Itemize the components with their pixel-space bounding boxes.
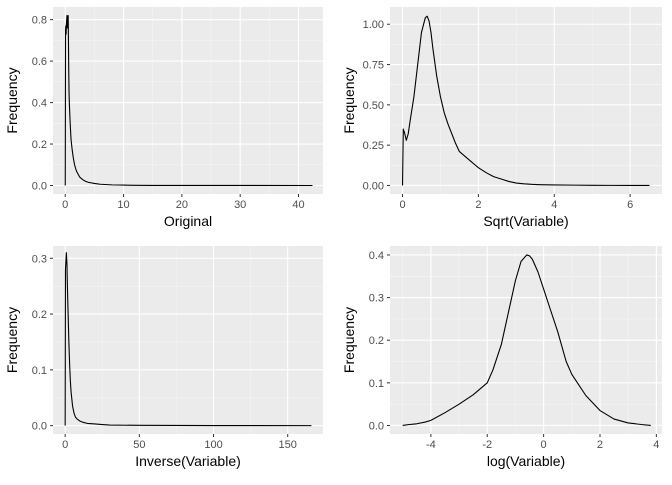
panel-background	[53, 246, 323, 434]
y-tick-label: 0.00	[363, 180, 384, 192]
x-tick-label: 50	[133, 439, 145, 451]
x-axis-title: Inverse(Variable)	[135, 453, 241, 469]
y-tick-label: 0.3	[369, 293, 384, 305]
y-axis-title: Frequency	[341, 67, 357, 133]
y-tick-label: 0.1	[369, 378, 384, 390]
x-tick-label: 150	[279, 439, 297, 451]
x-tick-label: 4	[653, 439, 659, 451]
x-tick-label: 0	[62, 439, 68, 451]
y-tick-label: 0.4	[32, 98, 47, 110]
density-line-1	[401, 15, 650, 187]
y-tick-label: 0.0	[32, 181, 47, 193]
x-tick-label: 6	[627, 199, 633, 211]
y-tick-label: 0.2	[369, 335, 384, 347]
panel-background	[390, 7, 662, 194]
panel-background	[53, 7, 323, 194]
x-tick-label: 100	[204, 439, 222, 451]
x-tick-label: -2	[482, 439, 492, 451]
y-axis-title: Frequency	[4, 67, 20, 133]
density-line-1	[402, 254, 651, 427]
x-tick-label: 2	[475, 199, 481, 211]
density-line-1	[64, 252, 312, 427]
x-axis-title: log(Variable)	[487, 453, 565, 469]
x-tick-label: 0	[62, 199, 68, 211]
y-tick-label: 0.0	[369, 420, 384, 432]
panel-3: 0 50 100 150 0.0 0.1 0.2 0.3 Inverse(Variable) Fr…	[4, 246, 323, 469]
x-tick-label: 20	[176, 199, 188, 211]
x-tick-label: 0	[541, 439, 547, 451]
panel-2: 0 2 4 6 0.00 0.25 0.50 0.75 1.00 Sqrt(Variable) Fr…	[341, 7, 662, 229]
x-tick-label: 0	[399, 199, 405, 211]
y-tick-label: 0.2	[32, 139, 47, 151]
density-line-1	[64, 14, 313, 187]
y-tick-label: 0.2	[32, 309, 47, 321]
x-axis-title: Original	[164, 213, 212, 229]
y-axis-title: Frequency	[341, 307, 357, 373]
y-tick-label: 0.6	[32, 56, 47, 68]
y-tick-label: 0.1	[32, 365, 47, 377]
x-tick-label: 4	[551, 199, 557, 211]
x-tick-label: 30	[234, 199, 246, 211]
x-tick-label: -4	[426, 439, 436, 451]
y-tick-label: 0.4	[369, 250, 384, 262]
panel-4: -4 -2 0 2 4 0.0 0.1 0.2 0.3 0.4 log(Variable) Frequ…	[341, 246, 662, 469]
y-tick-label: 0.50	[363, 100, 384, 112]
y-tick-label: 0.3	[32, 253, 47, 265]
y-tick-label: 0.0	[32, 421, 47, 433]
y-tick-label: 1.00	[363, 19, 384, 31]
y-tick-label: 0.8	[32, 15, 47, 27]
panel-1: 0 10 20 30 40 0.0 0.2 0.4 0.6 0.8 Original Frequenc…	[4, 7, 323, 229]
x-tick-label: 2	[597, 439, 603, 451]
y-tick-label: 0.75	[363, 60, 384, 72]
y-axis-title: Frequency	[4, 307, 20, 373]
x-axis-title: Sqrt(Variable)	[483, 213, 568, 229]
y-tick-label: 0.25	[363, 140, 384, 152]
x-tick-label: 40	[292, 199, 304, 211]
x-tick-label: 10	[117, 199, 129, 211]
